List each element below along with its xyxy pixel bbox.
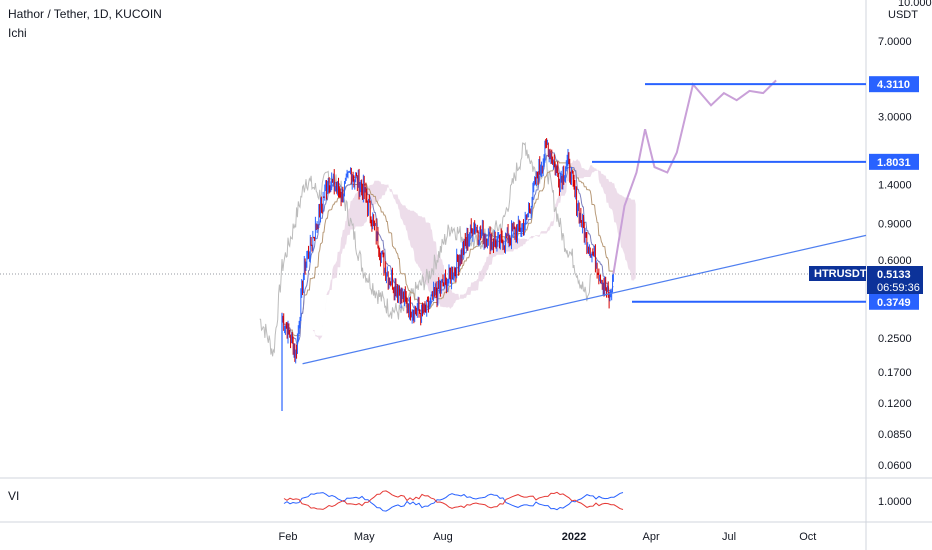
current-price-label-bg	[867, 266, 923, 294]
price-candles[interactable]	[281, 138, 614, 412]
y-tick-label: 0.0600	[878, 460, 912, 472]
x-tick-label: Feb	[279, 531, 298, 543]
vi-minus-line	[283, 490, 624, 510]
price-projection	[612, 79, 777, 274]
price-axis-ticks: 7.0000 3.0000 1.4000 0.9000 0.6000 0.2500 0.17…	[878, 36, 912, 472]
current-price-label: 0.5133	[877, 269, 911, 281]
vi-axis-tick: 1.0000	[878, 496, 912, 508]
unit-label-bg	[885, 6, 919, 22]
symbol-label: HTRUSDT	[814, 268, 867, 280]
y-tick-label: 0.1700	[878, 367, 912, 379]
x-tick-label: Apr	[643, 531, 660, 543]
level-label: 4.3110	[877, 79, 910, 91]
vi-pane-label[interactable]: VI	[8, 489, 20, 503]
y-tick-label: 0.2500	[878, 333, 912, 345]
x-tick-label: Oct	[799, 531, 816, 543]
y-tick-label: 3.0000	[878, 111, 912, 123]
x-tick-label: Jul	[722, 531, 736, 543]
trendline[interactable]	[302, 234, 867, 365]
ichimoku-cloud	[304, 159, 636, 341]
level-label: 0.3749	[877, 297, 911, 309]
chart-title: Hathor / Tether, 1D, KUCOIN	[8, 7, 162, 21]
vi-plus-line	[283, 492, 624, 512]
y-tick-label: 0.0850	[878, 429, 912, 441]
price-axis-cut-tick: 10.0000	[898, 0, 932, 9]
projection-path	[612, 79, 777, 274]
time-axis-ticks: Feb May Aug 2022 Apr Jul Oct	[279, 531, 817, 543]
y-tick-label: 7.0000	[878, 36, 912, 48]
unit-label: USDT	[888, 9, 918, 21]
indicator-label[interactable]: Ichi	[8, 26, 27, 40]
level-label-bg	[869, 153, 919, 170]
x-tick-label: May	[354, 531, 375, 543]
y-tick-label: 0.1200	[878, 398, 912, 410]
x-tick-label: Aug	[433, 531, 453, 543]
symbol-label-bg	[809, 266, 866, 281]
horizontal-levels[interactable]	[592, 83, 866, 303]
y-tick-label: 0.6000	[878, 255, 912, 267]
y-tick-label: 1.4000	[878, 179, 912, 191]
x-tick-label: 2022	[562, 531, 586, 543]
level-label-bg	[869, 293, 919, 310]
cloud-area	[304, 159, 636, 341]
vortex-indicator-lines	[283, 490, 624, 512]
y-tick-label: 0.9000	[878, 219, 912, 231]
countdown-label: 06:59:36	[877, 282, 920, 294]
level-label: 1.8031	[877, 157, 911, 169]
price-level-labels: 4.3110 1.8031 0.3749	[869, 76, 919, 310]
level-label-bg	[869, 76, 919, 93]
